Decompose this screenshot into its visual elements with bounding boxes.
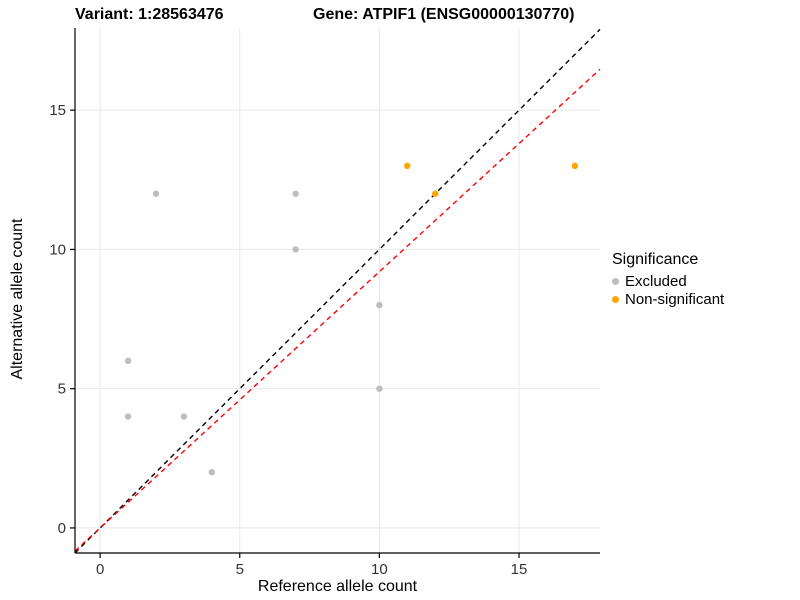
x-tick-label-0: 0 xyxy=(96,561,104,578)
x-tick-label-15: 15 xyxy=(511,561,528,578)
excluded-point-icon xyxy=(612,278,619,285)
data-point-non-significant xyxy=(571,162,579,170)
y-tick-label-5: 5 xyxy=(58,381,66,398)
data-point-non-significant xyxy=(404,162,411,170)
data-point-excluded xyxy=(376,385,383,392)
data-point-excluded xyxy=(292,246,299,253)
data-point-non-significant xyxy=(432,190,439,197)
x-tick-label-5: 5 xyxy=(236,561,244,578)
legend: Significance Excluded Non-significant xyxy=(612,251,798,309)
data-point-excluded xyxy=(292,190,299,197)
x-tick-label-10: 10 xyxy=(371,561,388,578)
legend-entry-non-significant: Non-significant xyxy=(612,291,798,308)
legend-title: Significance xyxy=(612,251,699,268)
y-tick-label-15: 15 xyxy=(49,102,66,119)
fit-line xyxy=(74,68,601,552)
y-axis-title: Alternative allele count xyxy=(9,218,26,380)
legend-label-non-significant: Non-significant xyxy=(625,291,725,308)
y-tick-label-10: 10 xyxy=(49,241,66,258)
non-significant-point-icon xyxy=(612,296,619,303)
x-axis-title: Reference allele count xyxy=(257,578,418,595)
identity-line xyxy=(74,28,601,554)
gene-title: Gene: ATPIF1 (ENSG00000130770) xyxy=(313,6,575,23)
data-point-excluded xyxy=(376,301,383,309)
data-point-excluded xyxy=(152,190,160,197)
legend-entry-excluded: Excluded xyxy=(612,273,798,290)
variant-title: Variant: 1:28563476 xyxy=(75,6,224,23)
data-point-excluded xyxy=(208,469,216,476)
legend-label-excluded: Excluded xyxy=(625,273,687,290)
y-tick-label-0: 0 xyxy=(58,520,66,537)
data-point-excluded xyxy=(124,413,132,420)
data-point-excluded xyxy=(180,413,188,420)
data-point-excluded xyxy=(124,357,132,365)
